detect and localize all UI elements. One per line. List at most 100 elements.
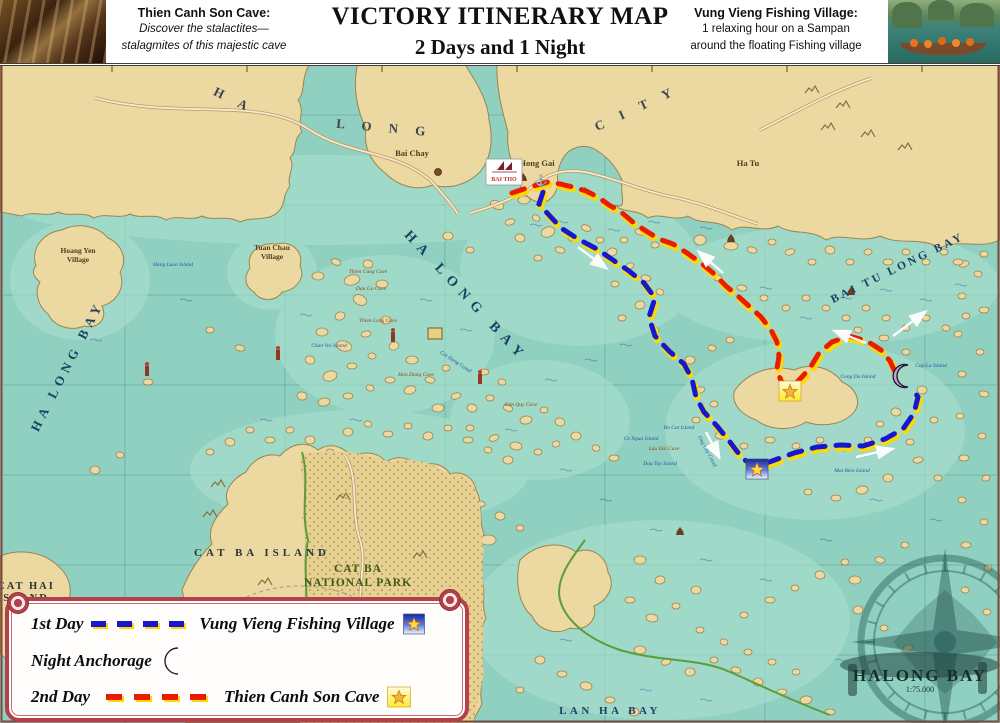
tiny-label-mark — [529, 223, 543, 227]
islet — [342, 427, 354, 437]
islet — [509, 441, 523, 451]
islet — [709, 400, 719, 408]
route-day2 — [509, 179, 898, 393]
islet — [958, 454, 970, 462]
islet — [952, 258, 964, 266]
map-cartouche-title: HALONG BAY — [853, 666, 987, 685]
islet — [579, 681, 593, 691]
islet — [799, 695, 813, 705]
island-label: Lau Dai Cave — [648, 446, 680, 452]
islet — [900, 541, 910, 549]
village-info-title: Vung Vieng Fishing Village: — [694, 6, 858, 20]
region-label: Ha Tu — [737, 158, 760, 168]
region-label: LAN HA BAY — [559, 705, 661, 717]
lighthouse-icon — [391, 328, 395, 342]
cave-info-line1: Discover the stalactites— — [139, 23, 269, 35]
islet — [824, 245, 836, 255]
islet — [494, 511, 506, 521]
islet — [382, 430, 394, 438]
islet — [224, 437, 236, 447]
islet — [791, 442, 801, 450]
star-yellow-icon — [387, 686, 412, 708]
islet — [955, 412, 965, 420]
compass-tick — [962, 710, 967, 720]
islet — [684, 667, 696, 677]
islet — [739, 611, 749, 619]
legend-day2-desc: Thien Canh Son Cave — [224, 687, 380, 706]
islet — [515, 524, 525, 532]
islet — [841, 314, 851, 322]
islet — [403, 422, 413, 430]
islet — [443, 424, 453, 432]
lighthouse-icon — [478, 370, 482, 384]
legend-day2-label: 2nd Day — [31, 687, 91, 706]
tiny-label-mark — [179, 298, 193, 302]
island-label: Cap La Island — [915, 363, 947, 369]
islet — [465, 424, 475, 432]
mountain-icon — [897, 141, 913, 151]
islet — [554, 417, 566, 427]
legend-box: 1st Day Vung Vieng Fishing Village Night… — [5, 589, 469, 722]
islet — [743, 648, 753, 656]
islet — [875, 420, 885, 428]
islet — [957, 292, 967, 300]
junk-ship-icon — [497, 161, 512, 170]
tiny-label-mark — [879, 288, 893, 292]
islet — [322, 370, 338, 382]
islet — [645, 613, 659, 623]
islet — [654, 575, 666, 585]
islet — [311, 271, 325, 281]
island-label: Cong Do Island — [840, 374, 875, 380]
legend-anchorage-label: Night Anchorage — [31, 651, 152, 670]
tiny-label-mark — [459, 328, 473, 332]
region-label: Hong Gai — [519, 158, 555, 168]
islet — [619, 236, 629, 244]
islet — [534, 655, 546, 665]
islet — [633, 645, 647, 655]
islet — [462, 436, 474, 444]
islet — [342, 392, 354, 400]
tiny-label-mark — [759, 286, 773, 290]
region-label: CAT HAI — [0, 581, 55, 592]
islet — [504, 218, 516, 226]
islet — [334, 311, 346, 321]
tiny-unreadable-labels — [89, 220, 968, 702]
islet — [285, 426, 295, 434]
islet — [957, 496, 967, 504]
island-label: Mat Bien Island — [833, 468, 870, 474]
islet — [580, 224, 592, 232]
legend-row-anchorage: Night Anchorage — [31, 647, 198, 675]
islet — [551, 440, 561, 448]
compass-tick — [979, 572, 986, 582]
islet — [422, 431, 434, 441]
islet — [360, 330, 372, 338]
islet — [803, 488, 813, 496]
star-yellow-star — [781, 383, 799, 400]
frame-ticks — [111, 65, 923, 72]
islet — [640, 274, 652, 282]
pillar-right — [978, 662, 987, 694]
islet — [424, 376, 436, 384]
scroll-curl-left — [7, 592, 29, 614]
islet — [554, 246, 566, 254]
day1-route-line-sample — [91, 621, 190, 629]
islet — [479, 534, 497, 546]
islet — [764, 596, 776, 604]
islet — [608, 454, 620, 462]
islet — [830, 494, 842, 502]
islet — [450, 392, 462, 400]
islet — [650, 241, 660, 249]
island-label: Thien Cung Cave — [349, 269, 388, 275]
compass-tick — [904, 702, 911, 712]
islet — [540, 226, 556, 238]
islet — [115, 451, 125, 459]
tiny-label-mark — [639, 688, 653, 692]
islet — [707, 344, 717, 352]
islet — [497, 378, 507, 386]
islet — [890, 407, 902, 417]
islet — [517, 195, 531, 205]
islet — [296, 391, 308, 401]
beacon-sign — [427, 327, 443, 340]
region-label: NATIONAL PARK — [304, 577, 412, 589]
ferry-dot — [434, 168, 442, 176]
